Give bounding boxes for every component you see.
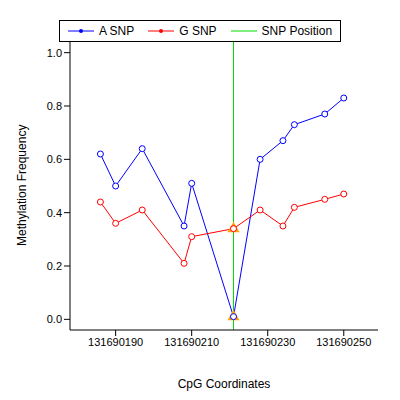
html-text:SNP Position: SNP Position	[261, 24, 333, 38]
html-text:A SNP: A SNP	[98, 24, 135, 38]
svg-text:0.8: 0.8	[47, 100, 62, 112]
svg-text:1.0: 1.0	[47, 47, 62, 59]
svg-text:131690190: 131690190	[88, 336, 143, 348]
svg-text:0.2: 0.2	[47, 260, 62, 272]
svg-text:0.4: 0.4	[47, 207, 62, 219]
svg-text:0.0: 0.0	[47, 313, 62, 325]
svg-text:131690230: 131690230	[240, 336, 295, 348]
svg-text:0.6: 0.6	[47, 153, 62, 165]
svg-text:131690250: 131690250	[316, 336, 371, 348]
svg-text:Methylation Frequency: Methylation Frequency	[15, 125, 29, 246]
html-text:G SNP: G SNP	[179, 24, 217, 38]
svg-text:131690210: 131690210	[164, 336, 219, 348]
svg-text:CpG Coordinates: CpG Coordinates	[178, 377, 271, 391]
